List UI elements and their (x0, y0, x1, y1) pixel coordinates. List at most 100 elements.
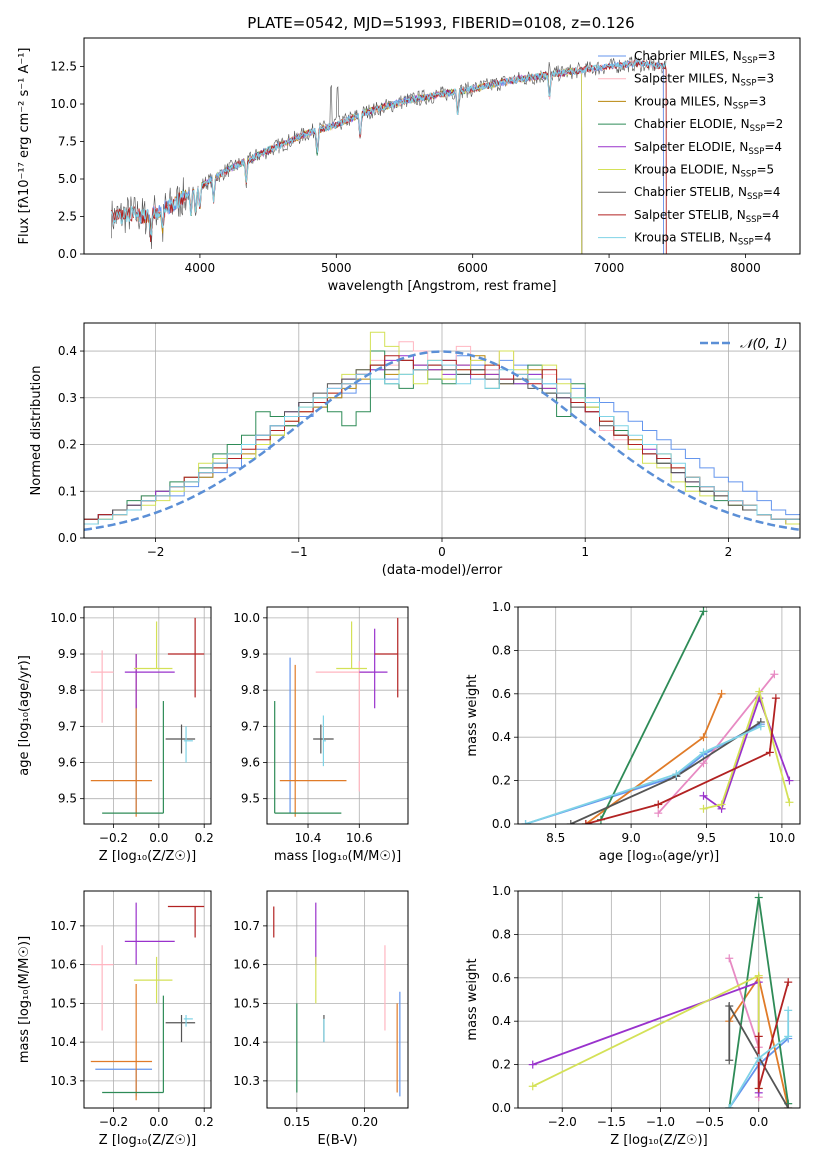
errorbar-point (322, 715, 326, 767)
x-tick-label: −0.5 (695, 1115, 724, 1129)
spectrum-series-line (110, 59, 667, 236)
y-tick-label: 9.9 (241, 647, 260, 661)
weight-marker (771, 694, 780, 703)
weight-series-line (600, 610, 705, 821)
x-tick-label: −2 (147, 545, 165, 559)
y-axis-label: mass [log₁₀(M/M☉)] (17, 936, 32, 1063)
grid (267, 607, 408, 824)
y-tick-label: 1.0 (492, 884, 511, 898)
ticks: −2.0 −1.5 −1.0 −0.5 0.0 0.0 0.2 0.4 0.6 0.8 1.0 (492, 884, 768, 1129)
plot-area (90, 617, 205, 817)
legend-label: 𝒩(0, 1) (740, 337, 787, 352)
plot-area (84, 331, 800, 532)
errorbar-point (165, 1015, 196, 1043)
y-tick-label: 0.4 (492, 730, 511, 744)
weight-series-line (728, 1010, 790, 1108)
age-vs-metallicity-panel: −0.2 0.0 0.2 9.5 9.6 9.7 9.8 9.9 10.0 Z [log₁₀(Z/… (17, 606, 214, 864)
errorbar-point (374, 617, 399, 698)
weight-marker (581, 820, 590, 824)
plot-area (521, 607, 794, 824)
errorbar-point (133, 956, 173, 1004)
x-tick-label: 0.20 (351, 1115, 378, 1129)
legend-label: Chabrier MILES, NSSP=3 (634, 49, 775, 66)
errorbar-point (274, 701, 342, 814)
y-tick-label: 1.0 (492, 600, 511, 614)
x-axis-label: wavelength [Angstrom, rest frame] (328, 279, 557, 294)
x-tick-label: 1 (581, 545, 589, 559)
x-tick-label: 0.0 (149, 831, 168, 845)
y-axis-label: mass weight (465, 674, 480, 756)
legend-label: Kroupa STELIB, NSSP=4 (634, 231, 772, 248)
y-tick-label: 0.2 (492, 774, 511, 788)
x-tick-label: 4000 (185, 261, 216, 275)
x-tick-label: 6000 (457, 261, 488, 275)
y-tick-label: 9.6 (241, 756, 260, 770)
weight-marker (717, 800, 726, 809)
weight-marker (755, 687, 764, 696)
mass-vs-ebv-panel: 0.15 0.20 10.3 10.4 10.5 10.6 10.7 E(B-V) (233, 890, 409, 1148)
weight-marker (754, 893, 763, 902)
weight-series-line (703, 688, 791, 810)
x-tick-label: 10.6 (346, 831, 373, 845)
axes-frame (83, 890, 212, 1109)
errorbar-point (167, 617, 205, 698)
y-tick-label: 12.5 (50, 60, 77, 74)
axes-frame (517, 890, 801, 1109)
weight-series-line (532, 980, 760, 1093)
weight-marker (785, 776, 794, 785)
y-tick-label: 9.7 (241, 719, 260, 733)
ticks: 0.15 0.20 10.3 10.4 10.5 10.6 10.7 (233, 919, 378, 1129)
y-tick-label: 0.3 (58, 391, 77, 405)
legend-label: Chabrier ELODIE, NSSP=2 (634, 117, 783, 134)
y-tick-label: 10.3 (233, 1074, 260, 1088)
weight-series-line (532, 974, 760, 1089)
spectrum-panel: 4000 5000 6000 7000 8000 0.0 2.5 5.0 7.5 10.0 12.5… (17, 37, 801, 294)
y-tick-label: 10.6 (50, 958, 77, 972)
weight-marker (784, 1006, 793, 1015)
spectrum-series-line (136, 67, 583, 254)
y-tick-label: 9.9 (58, 647, 77, 661)
errorbar-point (359, 628, 388, 709)
axes-frame (266, 606, 409, 825)
x-tick-label: 0.0 (749, 1115, 768, 1129)
y-tick-label: 10.5 (50, 996, 77, 1010)
spectrum-series-line (185, 67, 583, 254)
mass-vs-metallicity-panel: −0.2 0.0 0.2 10.3 10.4 10.5 10.6 10.7 Z [log₁₀(Z… (17, 890, 214, 1148)
y-tick-label: 0.0 (492, 1101, 511, 1115)
y-tick-label: 9.6 (58, 756, 77, 770)
x-axis-label: mass [log₁₀(M/M☉)] (274, 849, 401, 864)
spectrum-series-line (185, 67, 583, 254)
y-tick-label: 9.5 (241, 792, 260, 806)
x-axis-label: (data-model)/error (382, 563, 503, 578)
weight-series-line (657, 673, 776, 814)
x-axis-label: E(B-V) (317, 1133, 357, 1148)
y-tick-label: 9.5 (58, 792, 77, 806)
weight-marker (754, 971, 763, 980)
y-axis-label: Normed distribution (29, 366, 44, 496)
grid (518, 890, 800, 1109)
y-tick-label: 0.8 (492, 643, 511, 657)
weight-marker (725, 1002, 734, 1011)
y-tick-label: 10.7 (50, 919, 77, 933)
y-tick-label: 10.7 (233, 919, 260, 933)
x-axis-label: age [log₁₀(age/yr)] (599, 849, 720, 864)
x-tick-label: −0.2 (99, 831, 128, 845)
ticks: 4000 5000 6000 7000 8000 0.0 2.5 5.0 7.5 10.0 12.5 (50, 60, 760, 276)
errorbar-point (165, 724, 196, 754)
errorbar-point (183, 1015, 193, 1027)
weight-marker (699, 748, 708, 757)
x-tick-label: 8000 (730, 261, 761, 275)
ticks: −0.2 0.0 0.2 10.3 10.4 10.5 10.6 10.7 (50, 919, 213, 1129)
axes-frame (83, 606, 212, 825)
plot-area (528, 893, 793, 1108)
weight-marker (699, 759, 708, 768)
errorbar-point (102, 995, 164, 1094)
x-tick-label: 10.4 (295, 831, 322, 845)
y-tick-label: 10.3 (50, 1074, 77, 1088)
weight-marker (770, 670, 779, 679)
weight-marker (654, 800, 663, 809)
ticks: 8.5 9.0 9.5 10.0 0.0 0.2 0.4 0.6 0.8 1.0 (492, 600, 795, 845)
errorbar-point (167, 905, 205, 938)
y-tick-label: 0.2 (58, 438, 77, 452)
weight-marker (765, 748, 774, 757)
